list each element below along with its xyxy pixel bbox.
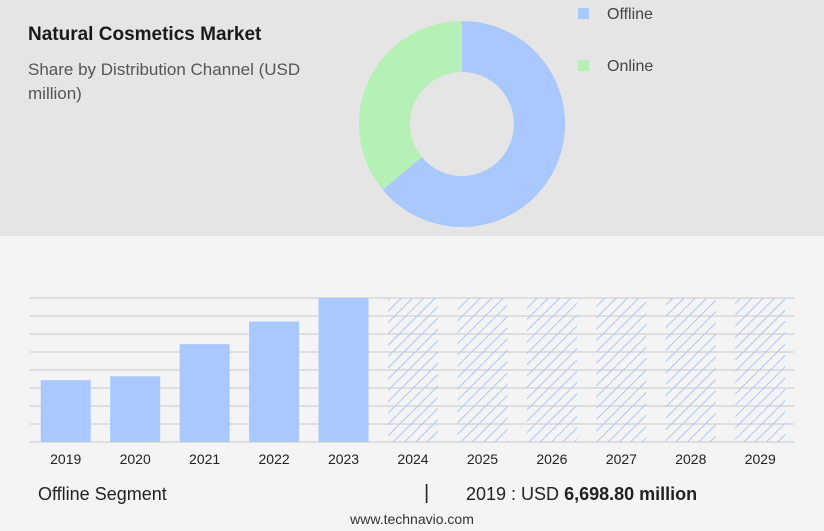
donut-slice-online — [358, 21, 462, 190]
bar-2020 — [110, 376, 161, 442]
x-tick-label-2026: 2026 — [536, 451, 567, 467]
website-link[interactable]: www.technavio.com — [350, 511, 474, 527]
x-tick-label-2019: 2019 — [50, 451, 81, 467]
legend-swatch-offline — [578, 8, 589, 20]
bar-2025 — [457, 298, 508, 442]
bar-2021 — [179, 344, 230, 442]
legend-label-offline: Offline — [607, 6, 653, 23]
donut-slice-offline — [382, 21, 565, 227]
x-tick-label-2023: 2023 — [328, 451, 359, 467]
x-tick-label-2025: 2025 — [467, 451, 498, 467]
bar-2029 — [735, 298, 786, 442]
bar-2027 — [596, 298, 647, 442]
bar-chart: 2019 2020 2021 2022 2023 2024 2025 2026 2027 2028… — [30, 297, 794, 467]
x-tick-label-2029: 2029 — [745, 451, 776, 467]
footer-separator: | — [424, 482, 430, 504]
donut-chart — [358, 21, 565, 227]
chart-subtitle: Share by Distribution Channel (USD milli… — [28, 60, 301, 103]
footer-value: 2019 : USD 6,698.80 million — [466, 484, 697, 505]
bar-2026 — [526, 298, 577, 442]
x-tick-label-2024: 2024 — [397, 451, 428, 467]
legend-item-offline: Offline — [578, 6, 653, 24]
legend-swatch-online — [578, 60, 589, 72]
x-tick-label-2022: 2022 — [259, 451, 290, 467]
bar-2024 — [388, 298, 438, 442]
legend-label-online: Online — [607, 58, 654, 75]
footer-year-label: 2019 : USD — [466, 484, 560, 504]
bar-2022 — [249, 321, 300, 442]
bar-2028 — [665, 298, 716, 442]
footer-value-amount: 6,698.80 million — [564, 484, 698, 504]
chart-title: Natural Cosmetics Market — [28, 24, 262, 45]
x-tick-label-2020: 2020 — [120, 451, 151, 467]
bar-2019 — [40, 380, 91, 442]
legend-item-online: Online — [578, 58, 653, 76]
x-tick-label-2028: 2028 — [675, 451, 706, 467]
x-tick-label-2027: 2027 — [606, 451, 637, 467]
bar-2023 — [318, 298, 369, 442]
x-tick-label-2021: 2021 — [189, 451, 220, 467]
segment-label: Offline Segment — [38, 484, 167, 504]
